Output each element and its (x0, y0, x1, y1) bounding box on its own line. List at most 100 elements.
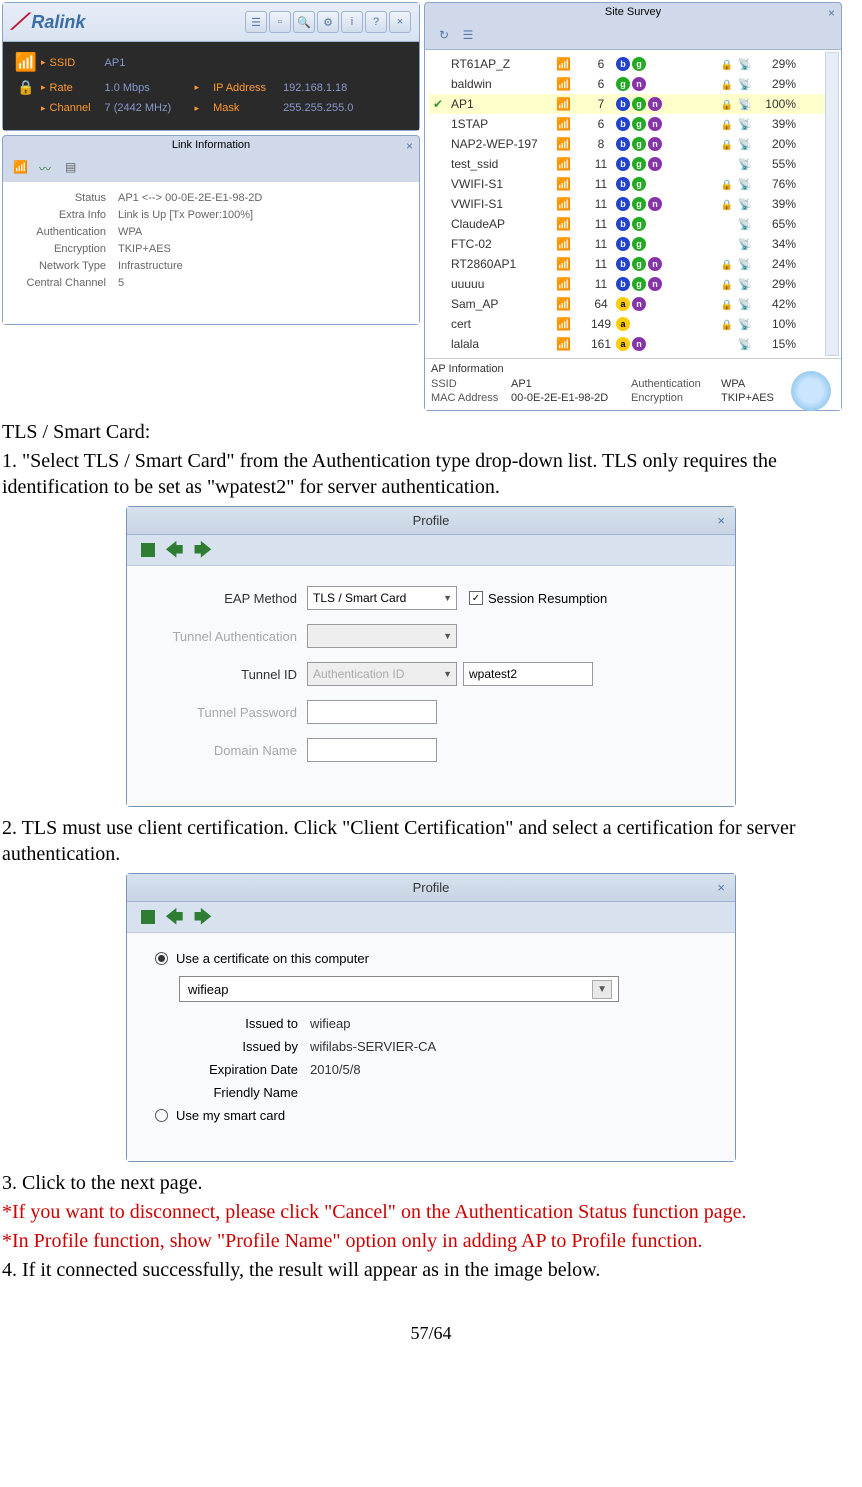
doc-note2: *In Profile function, show "Profile Name… (2, 1228, 860, 1254)
cert-info-row: Issued bywifilabs-SERVIER-CA (155, 1039, 707, 1054)
tool-list-icon[interactable]: ☰ (245, 11, 267, 33)
li-label: Authentication (18, 226, 118, 238)
ap-name: cert (451, 317, 556, 331)
profile-nav: 🡄 🡆 (127, 535, 735, 565)
tool-help-icon[interactable]: ? (365, 11, 387, 33)
close-icon[interactable]: × (717, 880, 725, 895)
link-info-row: StatusAP1 <--> 00-0E-2E-E1-98-2D (18, 192, 404, 204)
tool-gear-icon[interactable]: ⚙ (317, 11, 339, 33)
nav-stop-icon[interactable] (141, 543, 155, 557)
link-info-panel: Link Information × 📶 〰 ▤ StatusAP1 <--> … (2, 135, 420, 325)
ap-badges: bgn (616, 157, 716, 171)
li-value: Link is Up [Tx Power:100%] (118, 209, 253, 221)
li-value: 5 (118, 277, 124, 289)
eap-method-label: EAP Method (147, 591, 307, 606)
ap-badges: bgn (616, 257, 716, 271)
nav-forward-icon[interactable]: 🡆 (194, 910, 213, 924)
survey-row[interactable]: Sam_AP📶64an🔒📡42% (429, 294, 837, 314)
tunnel-auth-select (307, 624, 457, 648)
use-smartcard-radio[interactable] (155, 1109, 168, 1122)
survey-row[interactable]: uuuuu📶11bgn🔒📡29% (429, 274, 837, 294)
nav-back-icon[interactable]: 🡄 (165, 910, 184, 924)
session-resumption-checkbox[interactable]: ✓ (469, 591, 483, 605)
survey-row[interactable]: FTC-02📶11bg📡34% (429, 234, 837, 254)
ap-auth-value: WPA (721, 378, 745, 390)
tunnel-id-input[interactable]: wpatest2 (463, 662, 593, 686)
tool-search-icon[interactable]: 🔍 (293, 11, 315, 33)
doc-step3: 3. Click to the next page. (2, 1170, 860, 1196)
eap-method-select[interactable]: TLS / Smart Card (307, 586, 457, 610)
close-icon[interactable]: × (717, 513, 725, 528)
survey-row[interactable]: VWIFI-S1📶11bg🔒📡76% (429, 174, 837, 194)
survey-row[interactable]: test_ssid📶11bgn📡55% (429, 154, 837, 174)
doc-icon[interactable]: ▤ (65, 160, 85, 176)
badge-n-icon: n (648, 117, 662, 131)
ap-signal-pct: 65% (756, 217, 796, 231)
ap-name: baldwin (451, 77, 556, 91)
lock-icon: 🔒 (716, 277, 738, 291)
use-cert-label: Use a certificate on this computer (176, 951, 369, 966)
survey-row[interactable]: ✔AP1📶7bgn🔒📡100% (429, 94, 837, 114)
list-icon[interactable]: ☰ (459, 26, 477, 44)
signal-bars-icon: 📶 (556, 297, 586, 311)
nav-back-icon[interactable]: 🡄 (165, 543, 184, 557)
badge-g-icon: g (632, 177, 646, 191)
survey-row[interactable]: RT61AP_Z📶6bg🔒📡29% (429, 54, 837, 74)
refresh-icon[interactable]: ↻ (435, 26, 453, 44)
cert-label: Friendly Name (155, 1085, 310, 1100)
badge-n-icon: n (632, 337, 646, 351)
use-cert-radio[interactable] (155, 952, 168, 965)
close-icon[interactable]: × (406, 139, 413, 153)
ap-channel: 64 (586, 297, 616, 311)
document-text: TLS / Smart Card: 1. "Select TLS / Smart… (2, 419, 860, 500)
link-info-title: Link Information (3, 136, 419, 154)
tool-close-icon[interactable]: × (389, 11, 411, 33)
ap-name: uuuuu (451, 277, 556, 291)
ap-information: AP Information SSID AP1 Authentication W… (425, 358, 841, 410)
ap-badges: bg (616, 217, 716, 231)
signal-icon[interactable]: 📶 (13, 160, 33, 176)
survey-row[interactable]: NAP2-WEP-197📶8bgn🔒📡20% (429, 134, 837, 154)
nav-forward-icon[interactable]: 🡆 (194, 543, 213, 557)
badge-g-icon: g (632, 117, 646, 131)
tool-info-icon[interactable]: i (341, 11, 363, 33)
lock-icon: 🔒 (716, 137, 738, 151)
ap-badges: bgn (616, 117, 716, 131)
badge-g-icon: g (632, 237, 646, 251)
badge-b-icon: b (616, 137, 630, 151)
ap-name: RT61AP_Z (451, 57, 556, 71)
signal-icon: 📡 (738, 58, 756, 71)
survey-row[interactable]: VWIFI-S1📶11bgn🔒📡39% (429, 194, 837, 214)
ap-signal-pct: 20% (756, 137, 796, 151)
survey-row[interactable]: RT2860AP1📶11bgn🔒📡24% (429, 254, 837, 274)
survey-row[interactable]: lalala📶161an📡15% (429, 334, 837, 354)
ap-badges: gn (616, 77, 716, 91)
ap-badges: an (616, 337, 716, 351)
mask-value: 255.255.255.0 (283, 102, 353, 114)
ip-value: 192.168.1.18 (283, 82, 347, 94)
survey-row[interactable]: 1STAP📶6bgn🔒📡39% (429, 114, 837, 134)
document-text: 2. TLS must use client certification. Cl… (2, 815, 860, 867)
lock-icon: 🔒 (716, 177, 738, 191)
radar-icon (791, 371, 831, 411)
cert-label: Expiration Date (155, 1062, 310, 1077)
tool-page-icon[interactable]: ▫ (269, 11, 291, 33)
signal-icon: 📡 (738, 98, 756, 111)
ap-channel: 11 (586, 237, 616, 251)
ap-channel: 11 (586, 257, 616, 271)
survey-row[interactable]: ClaudeAP📶11bg📡65% (429, 214, 837, 234)
cert-select[interactable]: wifieap (179, 976, 619, 1002)
link-info-row: Central Channel5 (18, 277, 404, 289)
ap-name: lalala (451, 337, 556, 351)
chart-icon[interactable]: 〰 (39, 160, 59, 176)
survey-row[interactable]: cert📶149a🔒📡10% (429, 314, 837, 334)
cert-info-row: Expiration Date2010/5/8 (155, 1062, 707, 1077)
close-icon[interactable]: × (828, 6, 835, 20)
badge-n-icon: n (648, 157, 662, 171)
scrollbar[interactable] (825, 52, 839, 356)
ap-channel: 7 (586, 97, 616, 111)
nav-stop-icon[interactable] (141, 910, 155, 924)
ap-badges: bg (616, 57, 716, 71)
ap-signal-pct: 29% (756, 277, 796, 291)
survey-row[interactable]: baldwin📶6gn🔒📡29% (429, 74, 837, 94)
